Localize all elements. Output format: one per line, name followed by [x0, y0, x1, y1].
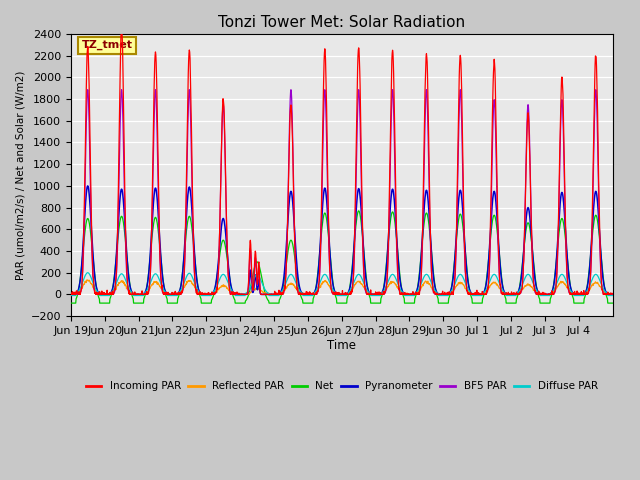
Text: TZ_tmet: TZ_tmet — [82, 40, 132, 50]
X-axis label: Time: Time — [327, 338, 356, 352]
Y-axis label: PAR (umol/m2/s) / Net and Solar (W/m2): PAR (umol/m2/s) / Net and Solar (W/m2) — [15, 71, 25, 280]
Legend: Incoming PAR, Reflected PAR, Net, Pyranometer, BF5 PAR, Diffuse PAR: Incoming PAR, Reflected PAR, Net, Pyrano… — [81, 377, 602, 396]
Title: Tonzi Tower Met: Solar Radiation: Tonzi Tower Met: Solar Radiation — [218, 15, 465, 30]
